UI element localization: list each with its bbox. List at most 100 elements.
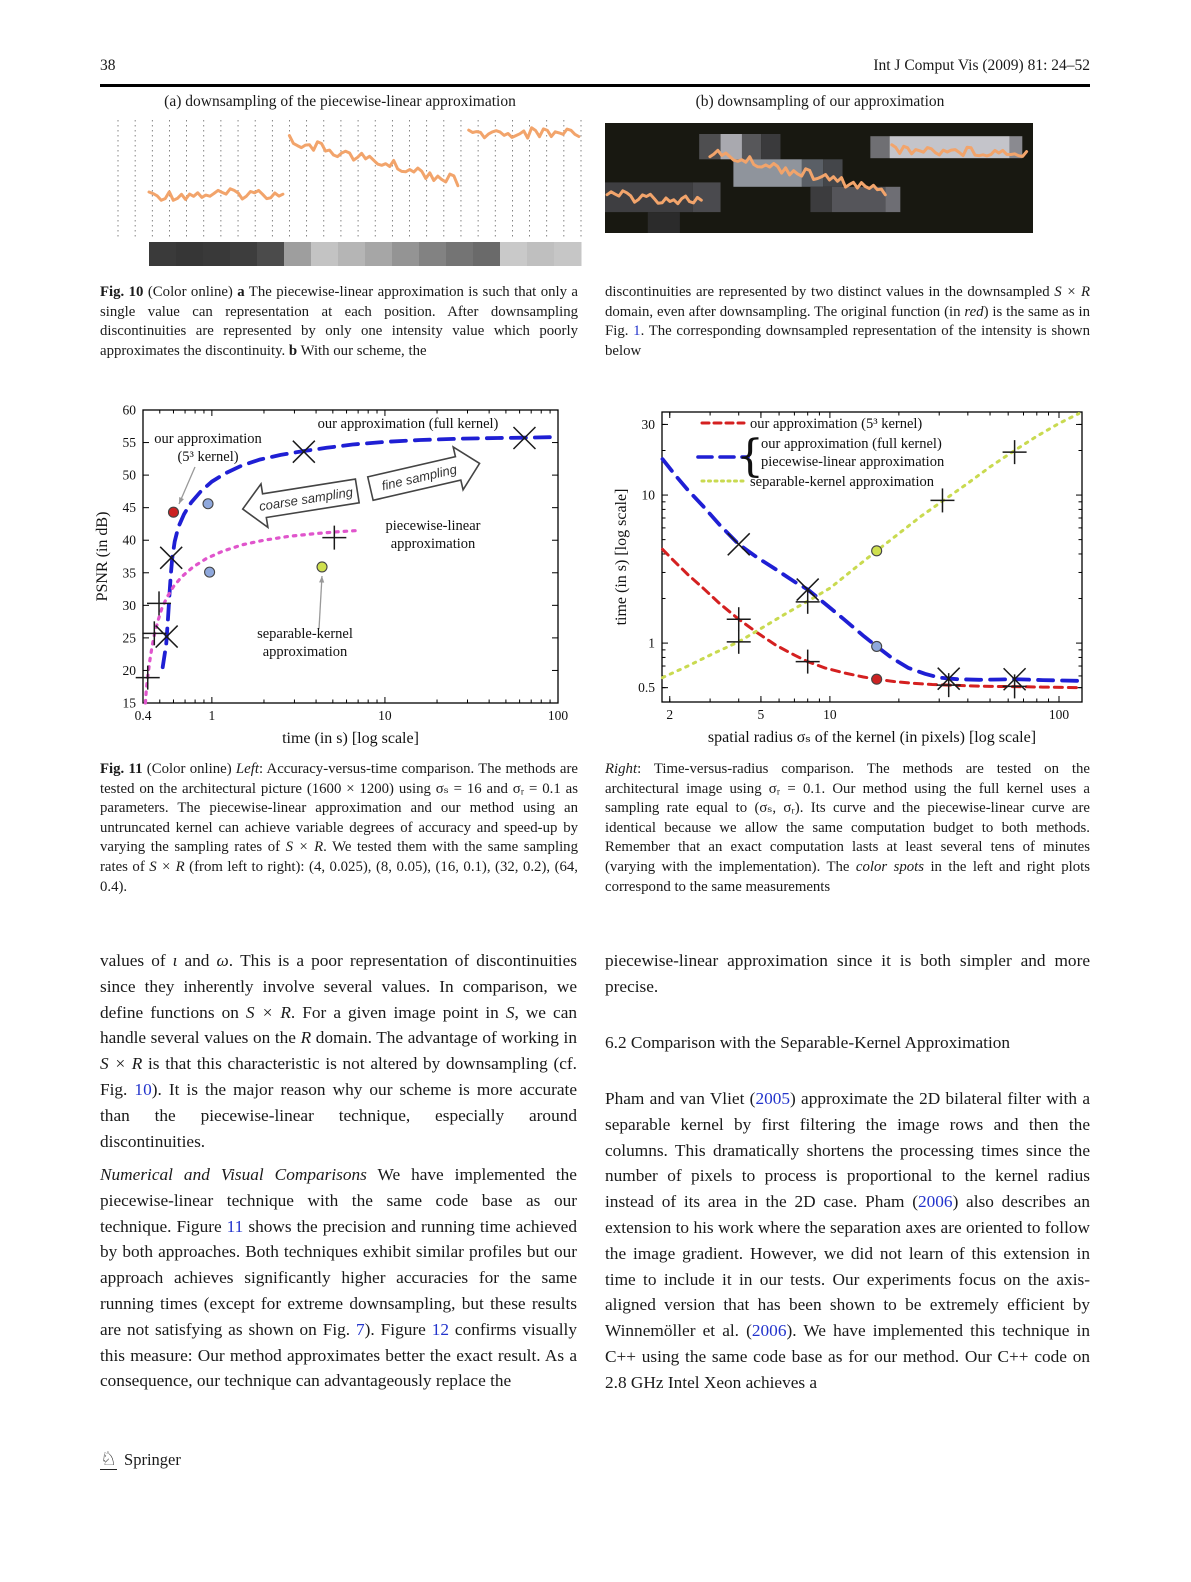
text-segment: piecewise-linear approximation since it …: [605, 951, 1090, 996]
text-segment: color spots: [855, 858, 925, 875]
text-segment: and: [177, 951, 217, 970]
ref-link[interactable]: 11: [226, 1216, 244, 1236]
journal-reference: Int J Comput Vis (2009) 81: 24–52: [873, 57, 1090, 74]
text-segment: Fig. 10: [100, 284, 144, 300]
text-segment: ) is the same as in Fig.: [605, 303, 1090, 340]
text-segment: S × R: [1054, 284, 1090, 300]
svg-text:30: 30: [123, 598, 137, 613]
svg-text:15: 15: [123, 696, 137, 711]
svg-text:45: 45: [123, 500, 137, 515]
text-segment: ) approximate the 2D bilateral filter wi…: [605, 1089, 1090, 1212]
text-segment: shows the precision and running time ach…: [100, 1216, 577, 1339]
publisher-label: Springer: [124, 1450, 181, 1469]
text-segment: b: [288, 342, 298, 359]
text-segment: ω: [216, 951, 229, 970]
text-segment: red: [964, 303, 984, 320]
text-segment: , we can handle several values on the: [100, 1002, 578, 1048]
ref-link[interactable]: 10: [134, 1079, 152, 1099]
svg-text:PSNR (in dB): PSNR (in dB): [95, 512, 111, 602]
svg-text:time (in s) [log scale]: time (in s) [log scale]: [282, 730, 419, 747]
text-segment: (Color online): [142, 761, 236, 777]
svg-text:1: 1: [648, 636, 655, 651]
ref-link[interactable]: 7: [356, 1319, 365, 1339]
ref-link[interactable]: 2005: [755, 1089, 790, 1108]
svg-text:35: 35: [123, 565, 137, 580]
svg-text:our approximation (full kernel: our approximation (full kernel): [318, 416, 499, 432]
publisher-footer: ♘ Springer: [100, 1450, 181, 1470]
text-segment: is that this characteristic is not alter…: [100, 1054, 577, 1099]
text-segment: domain, even after downsampling. The ori…: [605, 303, 965, 320]
svg-text:approximation: approximation: [391, 536, 476, 552]
svg-text:30: 30: [642, 417, 656, 432]
svg-text:2: 2: [666, 707, 673, 722]
ref-link[interactable]: 1: [633, 323, 641, 340]
svg-text:10: 10: [823, 707, 837, 722]
text-segment: S × R: [285, 839, 324, 856]
text-segment: : Accuracy-versus-time comparison. The m…: [100, 761, 578, 856]
text-segment: R: [300, 1028, 312, 1048]
text-segment: We have implemented the piecewise-linear…: [100, 1165, 577, 1236]
text-segment: S × R: [245, 1002, 291, 1022]
svg-text:100: 100: [548, 708, 569, 723]
ref-link[interactable]: 12: [431, 1319, 449, 1339]
text-segment: Numerical and Visual Comparisons: [100, 1165, 367, 1184]
svg-text:10: 10: [378, 708, 392, 723]
fig11-caption-left: Fig. 11 (Color online) Left: Accuracy-ve…: [100, 760, 578, 897]
text-segment: ). We have implemented this technique in…: [605, 1321, 1090, 1392]
svg-text:piecewise-linear: piecewise-linear: [385, 518, 480, 534]
text-segment: discontinuities are represented by two d…: [605, 284, 1055, 300]
ref-link[interactable]: 2006: [751, 1321, 787, 1341]
svg-text:1: 1: [208, 708, 215, 723]
svg-text:0.5: 0.5: [638, 680, 655, 695]
text-segment: . For a given image point in: [290, 1002, 506, 1022]
svg-text:spatial radius σₛ of the kerne: spatial radius σₛ of the kernel (in pixe…: [708, 729, 1036, 746]
text-segment: . The corresponding downsampled represen…: [605, 323, 1090, 359]
svg-text:100: 100: [1049, 707, 1070, 722]
text-segment: a: [237, 284, 245, 300]
svg-text:50: 50: [123, 468, 137, 483]
springer-logo-icon: ♘: [100, 1448, 118, 1470]
text-segment: in the left and right plots correspond t…: [605, 858, 1091, 895]
fig10-caption-right: discontinuities are represented by two d…: [605, 283, 1090, 361]
svg-text:piecewise-linear approximation: piecewise-linear approximation: [761, 454, 945, 470]
svg-text:5: 5: [758, 707, 765, 722]
figure-b-image: [605, 123, 1033, 233]
body-right-paragraph-2: Pham and van Vliet (2005) approximate th…: [605, 1086, 1090, 1396]
text-segment: Pham and van Vliet (: [605, 1089, 756, 1108]
svg-text:our approximation: our approximation: [154, 431, 262, 447]
text-segment: S × R: [100, 1054, 143, 1074]
text-segment: S: [505, 1002, 515, 1022]
fig10-caption-left: Fig. 10 (Color online) a The piecewise-l…: [100, 283, 578, 361]
text-segment: confirms visually this measure: Our meth…: [100, 1319, 577, 1391]
fig11-caption-right: Right: Time-versus-radius comparison. Th…: [605, 760, 1090, 897]
svg-text:25: 25: [123, 630, 137, 645]
text-segment: ) also describes an extension to his wor…: [605, 1192, 1090, 1341]
text-segment: Fig. 11: [100, 761, 143, 777]
body-right-paragraph-1: piecewise-linear approximation since it …: [605, 948, 1090, 1000]
ref-link[interactable]: 2006: [918, 1192, 953, 1212]
body-left-paragraph-2: Numerical and Visual Comparisons We have…: [100, 1162, 577, 1394]
text-segment: S × R: [149, 858, 185, 875]
svg-text:approximation: approximation: [263, 644, 348, 660]
svg-text:60: 60: [123, 403, 137, 418]
figure-a-label: (a) downsampling of the piecewise-linear…: [164, 93, 516, 110]
text-segment: values of: [100, 951, 173, 970]
header-rule: [100, 84, 1090, 87]
text-segment: With our scheme, the: [297, 342, 427, 359]
text-segment: : Time-versus-radius comparison. The met…: [605, 761, 1090, 875]
page-number: 38: [100, 57, 116, 74]
text-segment: ). Figure: [364, 1319, 432, 1339]
text-segment: (Color online): [143, 284, 238, 300]
text-segment: domain. The advantage of working in: [311, 1028, 577, 1048]
svg-text:(5³ kernel): (5³ kernel): [177, 449, 238, 465]
svg-text:0.4: 0.4: [135, 708, 152, 723]
figure-b-label: (b) downsampling of our approximation: [695, 93, 945, 110]
text-segment: . We tested them with the same sampling …: [100, 839, 578, 875]
text-segment: (from left to right): (4, 0.025), (8, 0.…: [100, 858, 578, 895]
svg-text:40: 40: [123, 533, 137, 548]
accuracy-vs-time-chart: 0.4 1 10 100 15 20 25 30 35 40 45 50 55 60 time (in s)…: [95, 403, 569, 748]
text-segment: Left: [235, 761, 259, 777]
svg-text:{: {: [736, 431, 764, 482]
svg-text:separable-kernel: separable-kernel: [257, 626, 353, 642]
